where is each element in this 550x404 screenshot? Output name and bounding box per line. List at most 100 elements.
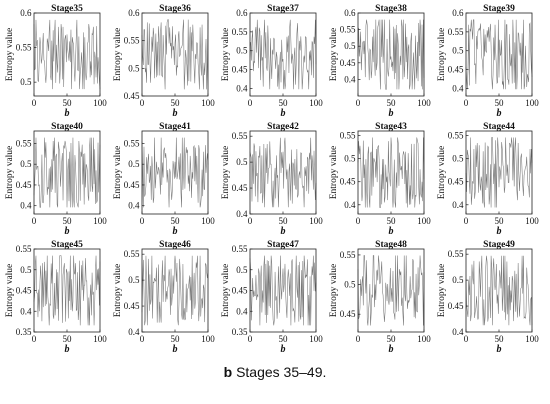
x-tick-label: 50	[495, 98, 505, 108]
x-tick-label: 0	[140, 216, 145, 226]
x-axis-label: b	[281, 108, 286, 119]
panel-title: Stage41	[159, 122, 191, 132]
y-tick-label: 0.6	[128, 8, 140, 18]
x-tick-label: 50	[171, 216, 181, 226]
x-tick-label: 0	[140, 334, 145, 344]
x-axis-label: b	[497, 108, 502, 119]
panel-title: Stage47	[267, 240, 299, 250]
y-tick-label: 0.5	[344, 280, 356, 290]
y-tick-label: 0.35	[16, 327, 32, 337]
y-tick-label: 0.55	[448, 249, 464, 259]
y-axis-label: Entropy value	[221, 264, 231, 318]
x-axis-label: b	[173, 226, 178, 237]
x-tick-label: 0	[32, 98, 37, 108]
series-line	[33, 137, 101, 208]
panel-title: Stage44	[483, 122, 515, 132]
x-tick-label: 100	[201, 98, 215, 108]
y-axis-label: Entropy value	[329, 28, 339, 82]
y-tick-label: 0.4	[452, 200, 464, 210]
y-tick-label: 0.4	[128, 201, 140, 211]
y-tick-label: 0.4	[236, 83, 248, 93]
x-axis-label: b	[389, 226, 394, 237]
panel-stage43: Stage43 0 50 100 0.4 0.45 0.5 0.55 b Entropy valu…	[329, 122, 431, 237]
x-axis-label: b	[497, 226, 502, 237]
y-axis-label: Entropy value	[5, 146, 15, 200]
y-tick-label: 0.5	[236, 265, 248, 275]
y-tick-label: 0.55	[16, 43, 32, 53]
x-tick-label: 100	[93, 334, 107, 344]
y-tick-label: 0.5	[20, 159, 32, 169]
x-tick-label: 0	[356, 98, 361, 108]
series-line	[141, 255, 209, 326]
x-tick-label: 100	[417, 98, 431, 108]
x-tick-label: 0	[356, 216, 361, 226]
x-tick-label: 100	[417, 334, 431, 344]
y-axis-label: Entropy value	[437, 146, 447, 200]
y-tick-label: 0.55	[124, 36, 140, 46]
x-tick-label: 100	[417, 216, 431, 226]
x-tick-label: 50	[171, 334, 181, 344]
y-tick-label: 0.55	[340, 131, 356, 141]
y-tick-label: 0.45	[124, 91, 140, 101]
y-tick-label: 0.45	[124, 301, 140, 311]
series-line	[141, 137, 209, 208]
series-line	[33, 19, 101, 90]
small-multiples-figure: Stage35 0 50 100 0.5 0.55 0.6 b Entropy value Sta…	[5, 4, 539, 355]
x-tick-label: 0	[356, 334, 361, 344]
panel-title: Stage36	[159, 4, 191, 14]
panel-title: Stage49	[483, 240, 515, 250]
figure-caption: b Stages 35–49.	[0, 364, 550, 380]
x-tick-label: 100	[525, 334, 539, 344]
x-tick-label: 50	[63, 98, 73, 108]
y-tick-label: 0.45	[340, 177, 356, 187]
axes-frame	[249, 12, 317, 97]
y-tick-label: 0.55	[124, 249, 140, 259]
y-tick-label: 0.35	[232, 327, 248, 337]
y-tick-label: 0.6	[236, 8, 248, 18]
x-axis-label: b	[281, 226, 286, 237]
x-tick-label: 50	[387, 98, 397, 108]
panel-stage35: Stage35 0 50 100 0.5 0.55 0.6 b Entropy value	[5, 4, 107, 119]
x-axis-label: b	[65, 108, 70, 119]
panel-stage45: Stage45 0 50 100 0.35 0.4 0.45 0.5 0.55 b Entropy …	[5, 240, 107, 355]
y-tick-label: 0.6	[452, 8, 464, 18]
x-tick-label: 100	[201, 216, 215, 226]
x-tick-label: 100	[309, 98, 323, 108]
x-tick-label: 0	[140, 98, 145, 108]
x-tick-label: 0	[248, 216, 253, 226]
series-line	[357, 255, 425, 326]
y-tick-label: 0.45	[232, 286, 248, 296]
x-axis-label: b	[65, 226, 70, 237]
series-line	[249, 255, 317, 326]
y-tick-label: 0.4	[128, 327, 140, 337]
y-tick-label: 0.45	[232, 65, 248, 75]
y-tick-label: 0.5	[452, 46, 464, 56]
x-axis-label: b	[389, 344, 394, 355]
y-tick-label: 0.5	[128, 63, 140, 73]
y-axis-label: Entropy value	[5, 28, 15, 82]
y-tick-label: 0.55	[448, 27, 464, 37]
panel-title: Stage35	[51, 4, 83, 14]
y-tick-label: 0.55	[16, 244, 32, 254]
x-axis-label: b	[389, 108, 394, 119]
y-tick-label: 0.4	[236, 306, 248, 316]
y-tick-label: 0.5	[344, 41, 356, 51]
series-line	[33, 255, 101, 326]
x-axis-label: b	[173, 344, 178, 355]
y-tick-label: 0.5	[128, 159, 140, 169]
x-tick-label: 0	[464, 216, 469, 226]
panel-title: Stage42	[267, 122, 299, 132]
y-tick-label: 0.4	[236, 209, 248, 219]
y-tick-label: 0.45	[16, 286, 32, 296]
y-tick-label: 0.6	[20, 8, 32, 18]
axes-frame	[141, 12, 209, 97]
panel-title: Stage38	[375, 4, 407, 14]
panel-stage44: Stage44 0 50 100 0.4 0.45 0.5 0.55 b Entropy valu…	[437, 122, 539, 237]
y-tick-label: 0.55	[124, 138, 140, 148]
y-tick-label: 0.55	[232, 27, 248, 37]
x-tick-label: 100	[525, 216, 539, 226]
y-tick-label: 0.5	[20, 77, 32, 87]
y-tick-label: 0.4	[344, 74, 356, 84]
series-line	[357, 19, 425, 90]
y-tick-label: 0.4	[20, 306, 32, 316]
